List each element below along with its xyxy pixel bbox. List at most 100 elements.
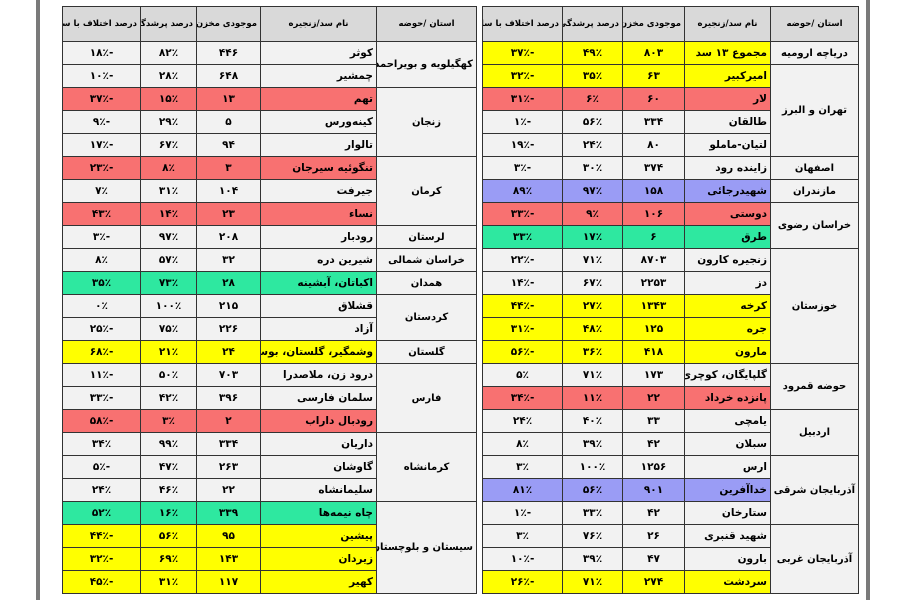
dam-name: رودبار	[260, 225, 377, 249]
fill-cell: ۲۱٪	[140, 340, 197, 364]
table-row: جیرفت ۱۰۴ ۳۱٪ ۷٪	[62, 179, 477, 203]
table-row: لتیان-ماملو ۸۰ ۲۴٪ -۱۹٪	[482, 133, 859, 157]
table-row: لار ۶۰ ۶٪ -۳۱٪	[482, 87, 859, 111]
fill-cell: ۸٪	[140, 156, 197, 180]
table-row: کردستان قشلاق ۲۱۵ ۱۰۰٪ ۰٪	[62, 294, 477, 341]
province-cell: تهران و البرز	[770, 64, 859, 157]
header-fill: درصد پرشدگی	[562, 6, 623, 42]
fill-cell: ۴۹٪	[562, 41, 623, 65]
table-row: گاوشان ۲۶۳ ۴۷٪ -۵٪	[62, 455, 477, 479]
dam-name: دز	[684, 271, 771, 295]
volume-cell: ۱۳	[196, 87, 261, 111]
dam-name: کوثر	[260, 41, 377, 65]
table-row: طالقان ۳۳۴ ۵۶٪ -۱٪	[482, 110, 859, 134]
fill-cell: ۱۷٪	[562, 225, 623, 249]
change-cell: -۳۳٪	[482, 202, 563, 226]
table-row: خوزستان زنجیره کارون ۸۷۰۳ ۷۱٪ -۲۲٪	[482, 248, 859, 364]
province-cell: آذربایجان شرقی	[770, 455, 859, 525]
fill-cell: ۳۱٪	[140, 179, 197, 203]
fill-cell: ۳۱٪	[140, 570, 197, 594]
volume-cell: ۱۰۴	[196, 179, 261, 203]
volume-cell: ۹۴	[196, 133, 261, 157]
volume-cell: ۱۴۳	[196, 547, 261, 571]
fill-cell: ۷۱٪	[562, 570, 623, 594]
fill-cell: ۴۰٪	[562, 409, 623, 433]
dam-name: تنگوئیه سیرجان	[260, 156, 377, 180]
table-row: سیستان و بلوچستان چاه نیمه‌ها ۳۳۹ ۱۶٪ ۵۲…	[62, 501, 477, 594]
volume-cell: ۲۲۶	[196, 317, 261, 341]
dam-name: جیرفت	[260, 179, 377, 203]
header-dam: نام سد/زنجیره	[684, 6, 771, 42]
table-row: حوضه قمرود گلپایگان، کوچری ۱۷۳ ۷۱٪ ۵٪	[482, 363, 859, 410]
change-cell: -۴۵٪	[62, 570, 141, 594]
dam-name: یامچی	[684, 409, 771, 433]
fill-cell: ۷۱٪	[562, 363, 623, 387]
dam-name: گاوشان	[260, 455, 377, 479]
change-cell: ۰٪	[62, 294, 141, 318]
dam-name: امیرکبیر	[684, 64, 771, 88]
table-row: اصفهان زاینده رود ۳۷۴ ۳۰٪ -۳٪	[482, 156, 859, 180]
table-row: طرق ۶ ۱۷٪ ۳۳٪	[482, 225, 859, 249]
dam-name: مجموع ۱۳ سد	[684, 41, 771, 65]
province-cell: اردبیل	[770, 409, 859, 456]
dam-name: خداآفرین	[684, 478, 771, 502]
document-page: استان /حوضه نام سد/زنجیره موجودی مخزن در…	[40, 0, 866, 600]
table-row: دریاچه ارومیه مجموع ۱۳ سد ۸۰۳ ۴۹٪ -۳۷٪	[482, 41, 859, 65]
change-cell: -۳۱٪	[482, 317, 563, 341]
header-volume: موجودی مخزن	[622, 6, 685, 42]
volume-cell: ۹۵	[196, 524, 261, 548]
fill-cell: ۳۹٪	[562, 547, 623, 571]
dam-name: شهید قنبری	[684, 524, 771, 548]
province-cell: زنجان	[376, 87, 477, 157]
fill-cell: ۵۶٪	[562, 478, 623, 502]
change-cell: ۸٪	[62, 248, 141, 272]
volume-cell: ۱۱۷	[196, 570, 261, 594]
volume-cell: ۳۳	[622, 409, 685, 433]
change-cell: ۳٪	[482, 524, 563, 548]
fill-cell: ۹۷٪	[140, 225, 197, 249]
header-province: استان /حوضه	[770, 6, 859, 42]
header-change: درصد اختلاف با سال قبل	[482, 6, 563, 42]
change-cell: ۲۴٪	[62, 478, 141, 502]
table-row: جره ۱۲۵ ۴۸٪ -۳۱٪	[482, 317, 859, 341]
header-row: استان /حوضه نام سد/زنجیره موجودی مخزن در…	[482, 6, 859, 42]
volume-cell: ۶۰	[622, 87, 685, 111]
table-row: خراسان شمالی شیرین دره ۳۲ ۵۷٪ ۸٪	[62, 248, 477, 272]
volume-cell: ۸۰۳	[622, 41, 685, 65]
dam-name: لار	[684, 87, 771, 111]
volume-cell: ۲۲۵۳	[622, 271, 685, 295]
volume-cell: ۸۷۰۳	[622, 248, 685, 272]
dam-name: اکباتان، آبشینه	[260, 271, 377, 295]
volume-cell: ۴۴۶	[196, 41, 261, 65]
province-cell: کرمانشاه	[376, 432, 477, 502]
table-row: کهگیلویه و بویراحمد کوثر ۴۴۶ ۸۲٪ -۱۸٪	[62, 41, 477, 88]
volume-cell: ۳۳۴	[196, 432, 261, 456]
table-row: نساء ۲۳ ۱۴٪ ۴۳٪	[62, 202, 477, 226]
dam-name: تهم	[260, 87, 377, 111]
change-cell: ۷٪	[62, 179, 141, 203]
dam-name: آزاد	[260, 317, 377, 341]
table-row: کینه‌ورس ۵ ۲۹٪ -۹٪	[62, 110, 477, 134]
change-cell: ۵٪	[482, 363, 563, 387]
fill-cell: ۵۶٪	[140, 524, 197, 548]
table-row: آذربایجان غربی شهید قنبری ۲۶ ۷۶٪ ۳٪	[482, 524, 859, 594]
change-cell: -۵٪	[62, 455, 141, 479]
fill-cell: ۳٪	[140, 409, 197, 433]
table-row: کرمانشاه داریان ۳۳۴ ۹۹٪ ۳۴٪	[62, 432, 477, 502]
province-cell: حوضه قمرود	[770, 363, 859, 410]
header-change: درصد اختلاف با سال قبل	[62, 6, 141, 42]
fill-cell: ۵۷٪	[140, 248, 197, 272]
fill-cell: ۶٪	[562, 87, 623, 111]
change-cell: -۲۵٪	[62, 317, 141, 341]
change-cell: -۲۲٪	[482, 248, 563, 272]
volume-cell: ۳۹۶	[196, 386, 261, 410]
dam-name: شهیدرجائی	[684, 179, 771, 203]
change-cell: -۳۳٪	[62, 386, 141, 410]
volume-cell: ۴۷	[622, 547, 685, 571]
table-row: بارون ۴۷ ۳۹٪ -۱۰٪	[482, 547, 859, 571]
table-row: کرمان تنگوئیه سیرجان ۳ ۸٪ -۲۳٪	[62, 156, 477, 226]
dam-name: طالقان	[684, 110, 771, 134]
table-row: سلمان فارسی ۳۹۶ ۴۲٪ -۳۳٪	[62, 386, 477, 410]
dam-name: ارس	[684, 455, 771, 479]
fill-cell: ۵۶٪	[562, 110, 623, 134]
